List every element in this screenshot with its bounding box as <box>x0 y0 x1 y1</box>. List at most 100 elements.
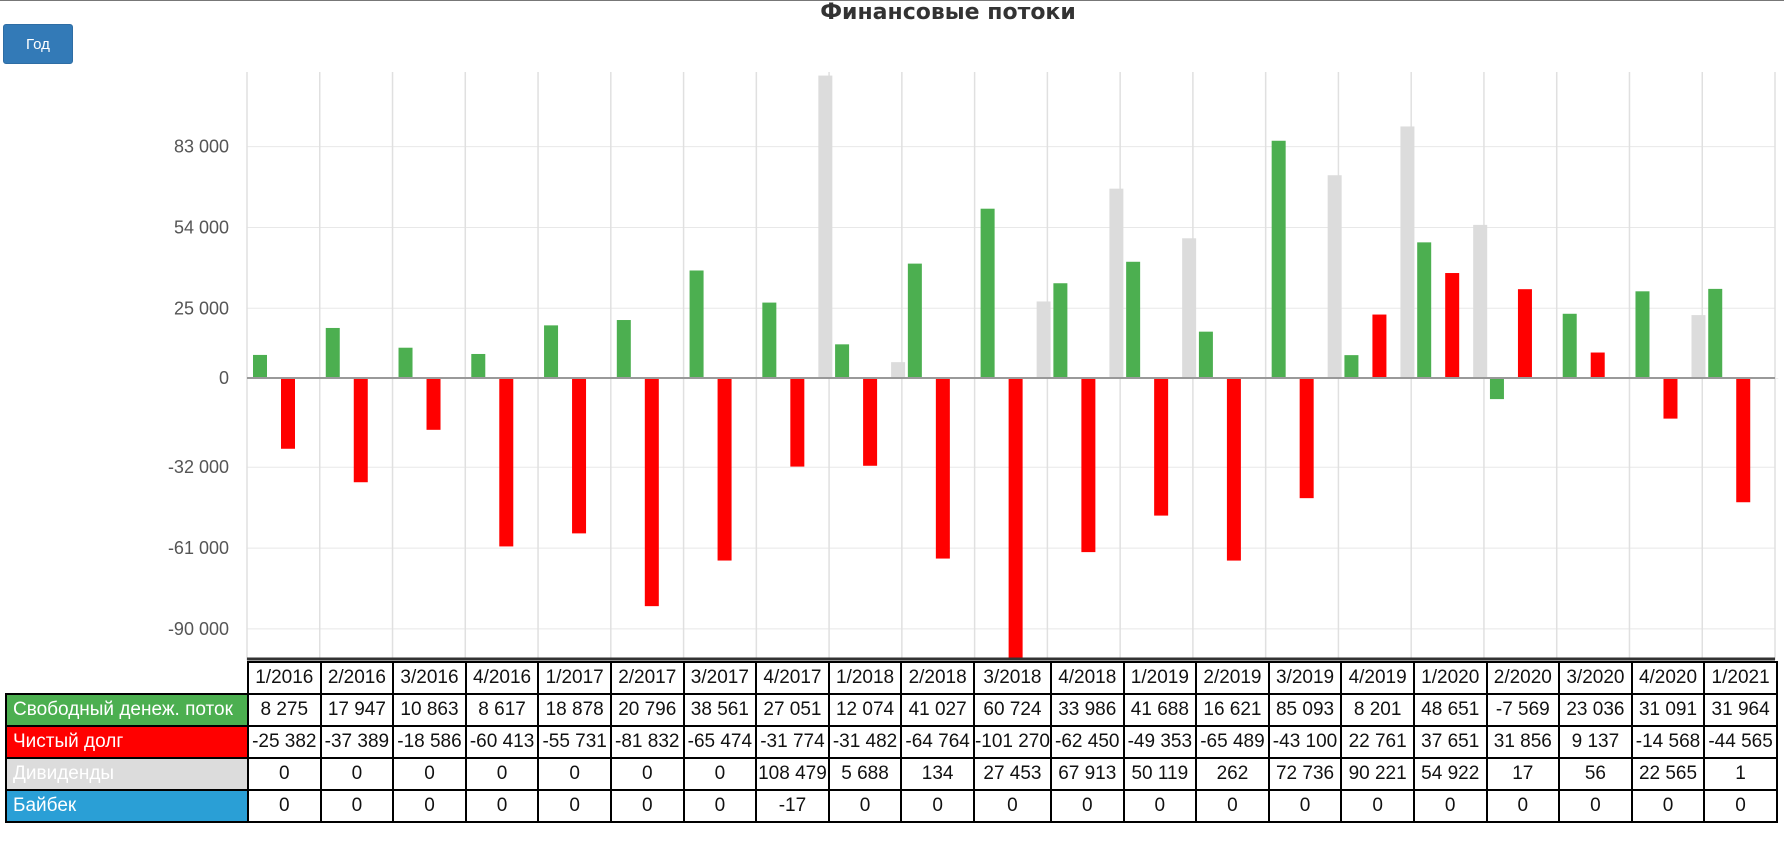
data-cell: 33 986 <box>1049 693 1125 727</box>
data-cell: 0 <box>609 757 685 791</box>
data-cell: 9 137 <box>1558 725 1633 759</box>
data-cell: 67 913 <box>1049 757 1125 791</box>
data-cell: -14 568 <box>1630 725 1706 759</box>
bar-fcf <box>835 344 850 378</box>
category-label: 1/2018 <box>827 661 903 695</box>
data-cell: 0 <box>464 789 540 823</box>
data-cell: 0 <box>537 789 612 823</box>
category-label: 4/2020 <box>1630 661 1706 695</box>
category-label: 2/2017 <box>609 661 685 695</box>
table-header-row: 1/2016 2/2016 3/2016 4/2016 1/2017 2/2017 3/20… <box>6 661 1778 695</box>
bar-net-debt <box>1445 273 1460 378</box>
bar-chart: 83 000 54 000 25 000 0 -32 000 -61 000 -90 000 <box>168 72 1779 661</box>
bar-fcf <box>398 347 413 378</box>
bar-fcf <box>616 320 631 378</box>
bar-net-debt <box>281 378 295 449</box>
data-cell: 8 201 <box>1340 693 1415 727</box>
bar-dividends <box>1036 301 1051 378</box>
data-cell: -49 353 <box>1122 725 1198 759</box>
data-cell: -18 586 <box>392 725 467 759</box>
y-tick-label: 54 000 <box>174 217 229 237</box>
bar-net-debt <box>717 378 732 561</box>
bar-net-debt <box>1517 289 1532 378</box>
data-cell: -7 569 <box>1485 693 1561 727</box>
table-corner <box>6 662 248 694</box>
bar-net-debt <box>1154 378 1169 516</box>
bar-fcf <box>1635 291 1650 378</box>
data-cell: 37 651 <box>1412 725 1488 759</box>
data-cell: 27 453 <box>972 757 1052 791</box>
data-cell: -25 382 <box>247 725 322 759</box>
y-tick-label: -90 000 <box>168 619 229 639</box>
data-cell: 0 <box>1340 789 1415 823</box>
data-cell: -31 482 <box>827 725 903 759</box>
top-border-line <box>0 0 1784 1</box>
bar-fcf <box>544 325 559 378</box>
data-cell: 0 <box>682 789 758 823</box>
data-cell: -101 270 <box>972 725 1052 759</box>
bar-fcf <box>1489 378 1504 400</box>
data-cell: -65 474 <box>682 725 758 759</box>
category-label: 2/2020 <box>1485 661 1561 695</box>
data-cell: 60 724 <box>972 693 1052 727</box>
bar-fcf <box>1126 261 1141 378</box>
data-cell: 0 <box>392 789 467 823</box>
category-label: 3/2019 <box>1267 661 1343 695</box>
data-cell: -31 774 <box>755 725 830 759</box>
bar-fcf <box>1562 313 1577 378</box>
data-cell: -64 764 <box>900 725 975 759</box>
category-label: 4/2016 <box>464 661 540 695</box>
category-label: 3/2020 <box>1558 661 1633 695</box>
bar-net-debt <box>353 378 368 483</box>
data-cell: 54 922 <box>1412 757 1488 791</box>
data-cell: 0 <box>1558 789 1633 823</box>
bar-fcf <box>1271 140 1286 378</box>
category-label: 1/2016 <box>247 661 322 695</box>
bar-fcf <box>1053 283 1068 378</box>
bar-dividends <box>818 75 833 378</box>
table-row: Дивиденды 0 0 0 0 0 0 0 108 479 5 688 134 27 453 67 … <box>5 757 1778 791</box>
data-cell: 5 688 <box>827 757 903 791</box>
bar-net-debt <box>426 378 441 430</box>
bar-dividends <box>891 362 906 378</box>
data-cell: 72 736 <box>1267 757 1343 791</box>
bar-dividends <box>1400 126 1415 378</box>
table-row: Свободный денеж. поток 8 275 17 947 10 863 8… <box>5 693 1778 727</box>
y-tick-label: 25 000 <box>174 298 229 318</box>
data-cell: 16 621 <box>1195 693 1270 727</box>
data-cell: 0 <box>319 757 395 791</box>
category-label: 4/2019 <box>1340 661 1415 695</box>
data-cell: -55 731 <box>537 725 612 759</box>
year-button[interactable]: Год <box>3 24 73 64</box>
bar-fcf <box>1708 288 1723 378</box>
data-cell: 31 964 <box>1703 693 1778 727</box>
bar-fcf <box>253 354 267 378</box>
bar-fcf <box>980 208 995 378</box>
category-label: 3/2018 <box>972 661 1052 695</box>
bar-net-debt <box>1299 378 1314 499</box>
chart-title: Финансовые потоки <box>820 0 1076 25</box>
data-cell: 0 <box>900 789 975 823</box>
bar-net-debt <box>499 378 514 547</box>
category-label: 1/2019 <box>1122 661 1198 695</box>
bar-net-debt <box>1226 378 1241 561</box>
y-tick-label: 83 000 <box>174 137 229 157</box>
data-cell: 8 617 <box>464 693 540 727</box>
data-cell: 0 <box>1412 789 1488 823</box>
bar-dividends <box>1182 238 1197 378</box>
category-label: 2/2018 <box>900 661 975 695</box>
data-cell: 108 479 <box>755 757 830 791</box>
data-cell: 0 <box>392 757 467 791</box>
data-cell: 262 <box>1195 757 1270 791</box>
category-label: 4/2018 <box>1049 661 1125 695</box>
data-cell: 12 074 <box>827 693 903 727</box>
data-cell: 22 565 <box>1630 757 1706 791</box>
table-row: Байбек 0 0 0 0 0 0 0 -17 0 0 0 0 0 0 0 0 0 0 0 0 0 <box>5 789 1778 823</box>
data-cell: 18 878 <box>537 693 612 727</box>
data-cell: -37 389 <box>319 725 395 759</box>
bar-net-debt <box>1008 378 1023 660</box>
category-label: 3/2016 <box>392 661 467 695</box>
data-cell: -43 100 <box>1267 725 1343 759</box>
bar-fcf <box>689 270 704 378</box>
bar-fcf <box>471 353 486 378</box>
